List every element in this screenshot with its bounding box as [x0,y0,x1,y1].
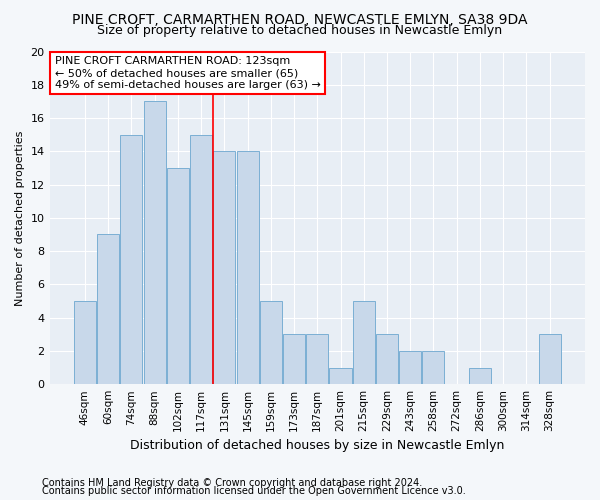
Text: Contains HM Land Registry data © Crown copyright and database right 2024.: Contains HM Land Registry data © Crown c… [42,478,422,488]
Bar [283,334,305,384]
Bar [329,368,352,384]
Bar [353,301,375,384]
Bar [97,234,119,384]
Bar [260,301,282,384]
Bar [213,152,235,384]
Bar [422,351,445,384]
Bar [306,334,328,384]
Text: Size of property relative to detached houses in Newcastle Emlyn: Size of property relative to detached ho… [97,24,503,37]
Bar [167,168,189,384]
Bar [539,334,560,384]
Text: PINE CROFT CARMARTHEN ROAD: 123sqm
← 50% of detached houses are smaller (65)
49%: PINE CROFT CARMARTHEN ROAD: 123sqm ← 50%… [55,56,321,90]
Bar [376,334,398,384]
Bar [74,301,96,384]
Bar [121,134,142,384]
X-axis label: Distribution of detached houses by size in Newcastle Emlyn: Distribution of detached houses by size … [130,440,505,452]
Bar [143,102,166,384]
Bar [236,152,259,384]
Bar [469,368,491,384]
Bar [399,351,421,384]
Y-axis label: Number of detached properties: Number of detached properties [15,130,25,306]
Text: Contains public sector information licensed under the Open Government Licence v3: Contains public sector information licen… [42,486,466,496]
Bar [190,134,212,384]
Text: PINE CROFT, CARMARTHEN ROAD, NEWCASTLE EMLYN, SA38 9DA: PINE CROFT, CARMARTHEN ROAD, NEWCASTLE E… [72,12,528,26]
